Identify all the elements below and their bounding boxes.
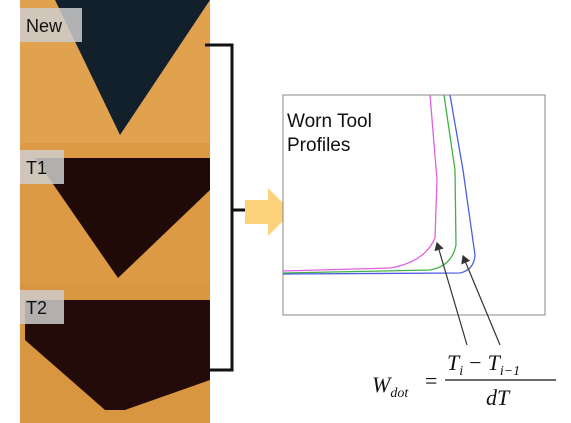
plot-title: Worn Tool [287,111,372,132]
formula-denominator: dT [486,385,511,410]
figure: New T1 T2 Worn Tool Profiles Wdot = Ti−T… [0,0,571,423]
profile-plot: Worn Tool Profiles [283,95,545,345]
formula-lhs: Wdot [372,372,409,401]
formula-equals: = [425,368,437,393]
plot-title: Profiles [287,135,350,156]
tool-images: New T1 T2 [20,0,210,423]
panel-label: T1 [26,158,47,178]
formula: Wdot = Ti−Ti−1 dT [372,350,556,410]
formula-numerator: Ti−Ti−1 [447,350,520,379]
panel-label: T2 [26,298,47,318]
bracket [205,45,248,370]
panel-label: New [26,16,63,36]
